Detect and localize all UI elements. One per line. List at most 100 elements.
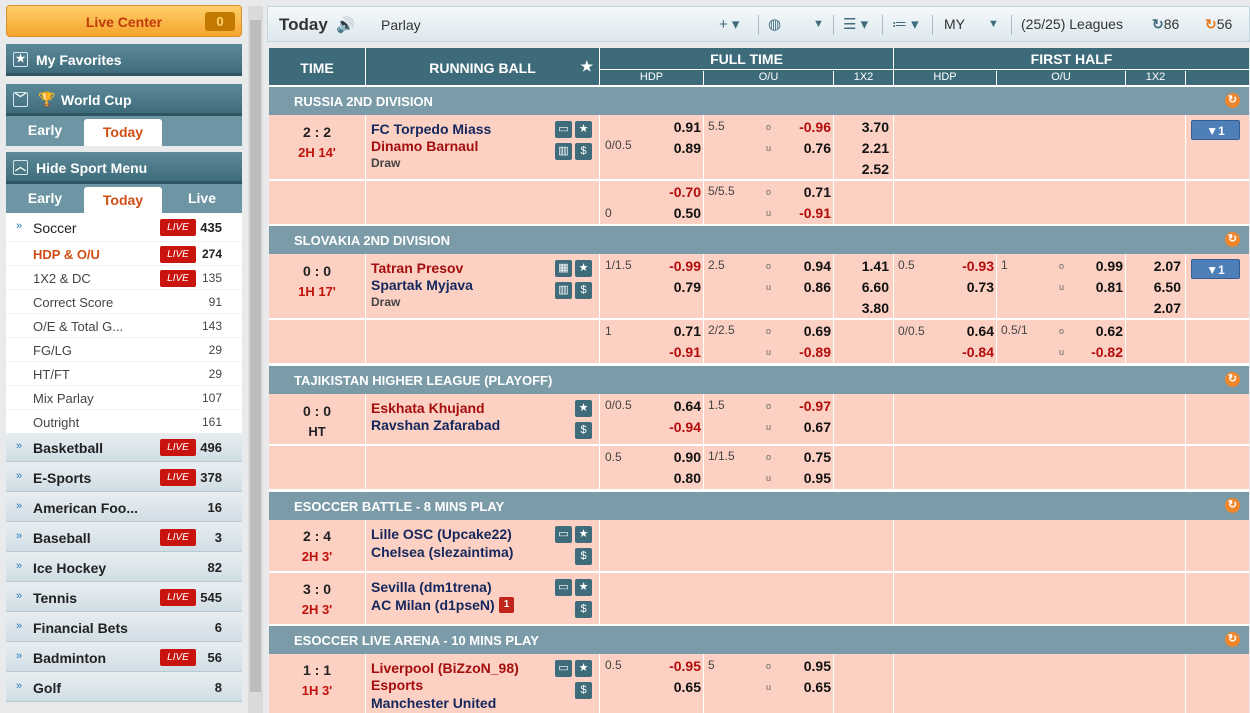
away-team: Chelsea (slezaintima) <box>371 544 514 560</box>
table-header: TIME RUNNING BALL ★ FULL TIME HDP O/U 1X… <box>269 48 1249 86</box>
collapse-icon: ︿ <box>13 160 28 175</box>
home-team: FC Torpedo Miass <box>371 121 492 137</box>
submenu-item-fg-lg[interactable]: FG/LG 29 <box>6 338 242 362</box>
star-filter-icon[interactable]: ★ <box>580 58 593 74</box>
dollar-icon[interactable]: $ <box>575 282 592 299</box>
sidebar-scrollbar[interactable] <box>248 6 263 713</box>
sport-filter-icon[interactable]: ◍ <box>768 16 782 33</box>
tab-sport-today[interactable]: Today <box>84 187 162 214</box>
chevron-down-icon[interactable]: ▼ <box>988 18 999 30</box>
sport-count: 8 <box>214 680 222 695</box>
add-menu-icon[interactable]: + ▾ <box>719 16 740 33</box>
tab-world-cup-today[interactable]: Today <box>84 119 162 146</box>
refresh-icon[interactable]: ↻ <box>1225 93 1240 108</box>
sport-item-baseball[interactable]: » Baseball LIVE 3 <box>6 523 242 552</box>
my-favorites-button[interactable]: ★ My Favorites <box>6 44 242 76</box>
view-list-icon[interactable]: ≔ ▾ <box>892 16 919 33</box>
live-center-label: Live Center <box>85 14 163 30</box>
refresh-icon[interactable]: ↻ <box>1225 372 1240 387</box>
live-tv-icon[interactable]: ▭ <box>555 660 572 677</box>
submenu-item-ht-ft[interactable]: HT/FT 29 <box>6 362 242 386</box>
live-tv-icon[interactable]: ▭ <box>555 579 572 596</box>
refresh-live-button[interactable]: ↻86 <box>1152 16 1179 33</box>
home-team: Sevilla (dm1trena) <box>371 579 492 595</box>
submenu-label: FG/LG <box>33 343 73 358</box>
favorite-star-icon[interactable]: ★ <box>575 526 592 543</box>
sport-count: 496 <box>200 440 222 455</box>
refresh-icon[interactable]: ↻ <box>1225 632 1240 647</box>
submenu-item-outright[interactable]: Outright 161 <box>6 410 242 434</box>
league-header[interactable]: ESOCCER BATTLE - 8 MINS PLAY ↻ <box>269 492 1249 520</box>
tab-sport-early[interactable]: Early <box>27 190 63 206</box>
dollar-icon[interactable]: $ <box>575 422 592 439</box>
home-team: Liverpool (BiZzoN_98) <box>371 660 519 676</box>
tab-sport-live[interactable]: Live <box>187 190 216 206</box>
tab-world-cup-early[interactable]: Early <box>27 122 63 138</box>
hide-sport-menu-button[interactable]: ︿ Hide Sport Menu <box>6 152 242 184</box>
league-header[interactable]: SLOVAKIA 2ND DIVISION ↻ <box>269 226 1249 254</box>
speaker-icon[interactable]: 🔊 <box>336 17 355 34</box>
odds-type-select[interactable]: MY <box>944 16 965 32</box>
favorite-star-icon[interactable]: ★ <box>575 121 592 138</box>
parlay-link[interactable]: Parlay <box>381 17 421 33</box>
draw-label: Draw <box>371 156 401 170</box>
away-team: AC Milan (d1pseN) <box>371 597 495 613</box>
away-team: Ravshan Zafarabad <box>371 417 501 433</box>
sport-item-financial-bets[interactable]: » Financial Bets 6 <box>6 613 242 642</box>
submenu-item-mix-parlay[interactable]: Mix Parlay 107 <box>6 386 242 410</box>
sport-item-ice-hockey[interactable]: » Ice Hockey 82 <box>6 553 242 582</box>
match-row-alt-line: 0.5 0.90 0.80 1/1.5 o u 0.75 0.95 <box>269 446 1249 491</box>
league-header[interactable]: TAJIKISTAN HIGHER LEAGUE (PLAYOFF) ↻ <box>269 366 1249 394</box>
refresh-icon[interactable]: ↻ <box>1225 232 1240 247</box>
favorite-star-icon[interactable]: ★ <box>575 579 592 596</box>
sport-menu-tabs: Early Today Live <box>6 184 242 214</box>
toolbar-divider <box>882 15 883 35</box>
stats-icon[interactable]: ▥ <box>555 282 572 299</box>
league-header[interactable]: ESOCCER LIVE ARENA - 10 MINS PLAY ↻ <box>269 626 1249 654</box>
dollar-icon[interactable]: $ <box>575 682 592 699</box>
sport-item-badminton[interactable]: » Badminton LIVE 56 <box>6 643 242 672</box>
scrollbar-thumb[interactable] <box>250 20 261 692</box>
league-header[interactable]: RUSSIA 2ND DIVISION ↻ <box>269 87 1249 115</box>
sport-item-soccer[interactable]: » Soccer LIVE 435 <box>6 213 242 242</box>
leagues-filter[interactable]: (25/25) Leagues <box>1021 16 1123 32</box>
sport-item-tennis[interactable]: » Tennis LIVE 545 <box>6 583 242 612</box>
more-bets-button[interactable]: ▼1 <box>1191 120 1240 140</box>
dollar-icon[interactable]: $ <box>575 601 592 618</box>
favorite-star-icon[interactable]: ★ <box>575 400 592 417</box>
submenu-label: HDP & O/U <box>33 247 100 262</box>
refresh-icon[interactable]: ↻ <box>1225 498 1240 513</box>
refresh-today-button[interactable]: ↻56 <box>1205 16 1232 33</box>
sport-item-american-football[interactable]: » American Foo... 16 <box>6 493 242 522</box>
chevron-right-icon: » <box>16 470 23 482</box>
favorite-star-icon[interactable]: ★ <box>575 660 592 677</box>
world-cup-header[interactable]: ﹀ 🏆 World Cup <box>6 84 242 116</box>
stats-icon[interactable]: ▥ <box>555 143 572 160</box>
favorite-star-icon[interactable]: ★ <box>575 260 592 277</box>
sport-count: 435 <box>200 220 222 235</box>
animation-icon[interactable]: ▦ <box>555 260 572 277</box>
sport-item-golf[interactable]: » Golf 8 <box>6 673 242 702</box>
sort-icon[interactable]: ☰ ▾ <box>843 16 869 33</box>
my-favorites-label: My Favorites <box>36 52 122 68</box>
trophy-icon: 🏆 <box>38 91 56 107</box>
submenu-label: Outright <box>33 415 80 430</box>
chevron-down-icon[interactable]: ▼ <box>813 18 824 30</box>
submenu-item-oe-total-goals[interactable]: O/E & Total G... 143 <box>6 314 242 338</box>
submenu-item-hdp-ou[interactable]: HDP & O/U LIVE 274 <box>6 242 242 266</box>
sport-item-esports[interactable]: » E-Sports LIVE 378 <box>6 463 242 492</box>
sport-item-basketball[interactable]: » Basketball LIVE 496 <box>6 433 242 462</box>
sport-label: Tennis <box>33 590 78 606</box>
submenu-item-1x2-dc[interactable]: 1X2 & DC LIVE 135 <box>6 266 242 290</box>
live-tv-icon[interactable]: ▭ <box>555 121 572 138</box>
match-row: 2 : 2 2H 14' FC Torpedo Miass Dinamo Barn… <box>269 115 1249 181</box>
submenu-item-correct-score[interactable]: Correct Score 91 <box>6 290 242 314</box>
submenu-label: Mix Parlay <box>33 391 94 406</box>
live-center-button[interactable]: Live Center 0 <box>6 5 242 37</box>
submenu-label: HT/FT <box>33 367 70 382</box>
toolbar-divider <box>758 15 759 35</box>
more-bets-button[interactable]: ▼1 <box>1191 259 1240 279</box>
live-tv-icon[interactable]: ▭ <box>555 526 572 543</box>
dollar-icon[interactable]: $ <box>575 143 592 160</box>
dollar-icon[interactable]: $ <box>575 548 592 565</box>
